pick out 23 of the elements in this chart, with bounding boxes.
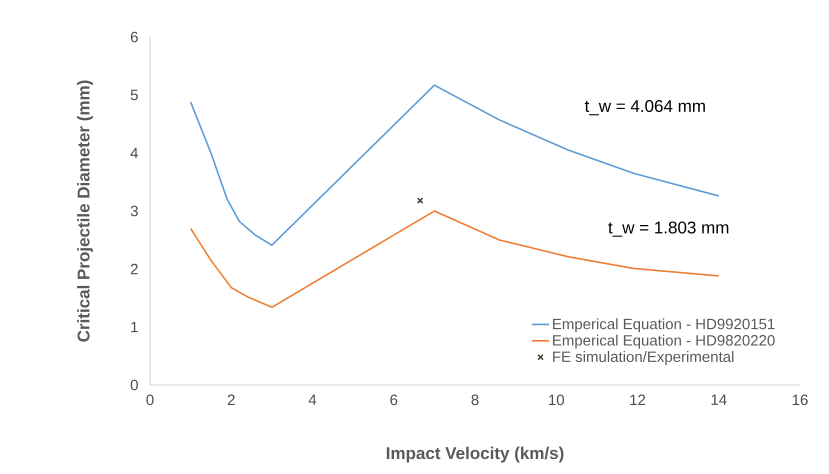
y-tick-label: 1	[131, 322, 138, 332]
y-tick-label: 5	[130, 90, 138, 100]
x-tick-label: 6	[390, 394, 398, 406]
x-tick-label: 10	[549, 394, 564, 406]
x-tick-label: 16	[792, 394, 808, 406]
annotation: t_w = 1.803 mm	[608, 221, 728, 237]
y-tick-label: 4	[130, 148, 138, 158]
y-axis-title: Critical Projectile Diameter (mm)	[77, 80, 93, 342]
x-axis-title: Impact Velocity (km/s)	[386, 446, 564, 463]
x-tick-label: 4	[308, 394, 316, 405]
x-tick-label: 0	[146, 394, 154, 406]
y-tick-label: 6	[130, 32, 138, 42]
x-tick-label: 2	[228, 394, 235, 406]
legend-label: Emperical Equation - HD9920151	[553, 318, 775, 332]
legend-label: Emperical Equation - HD9820220	[553, 334, 775, 349]
x-tick-label: 8	[471, 394, 479, 406]
y-tick-label: 2	[130, 264, 138, 274]
y-tick-label: 3	[130, 206, 138, 216]
x-tick-label: 14	[712, 394, 727, 405]
legend-label: FE simulation/Experimental	[553, 351, 734, 366]
y-tick-label: 0	[130, 380, 138, 390]
x-tick-label: 12	[630, 394, 646, 406]
annotation: t_w = 4.064 mm	[584, 100, 705, 116]
